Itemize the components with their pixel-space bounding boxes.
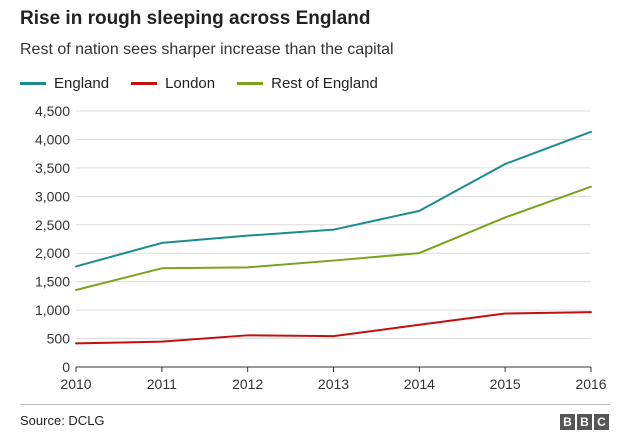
series-line-rest-of-england — [75, 185, 592, 292]
x-tick-label-2012: 2012 — [232, 376, 263, 392]
y-tick-label-4000: 4,000 — [35, 131, 70, 147]
x-tick-label-2011: 2011 — [147, 376, 177, 392]
y-tick-label-3000: 3,000 — [35, 188, 70, 204]
bbc-logo: B B C — [558, 414, 609, 430]
legend-item-england: England — [20, 75, 109, 92]
legend-label-rest-of-england: Rest of England — [271, 75, 378, 92]
x-tick-label-2014: 2014 — [404, 376, 435, 392]
legend: England London Rest of England — [20, 75, 400, 92]
x-tick-label-2010: 2010 — [60, 376, 91, 392]
legend-item-london: London — [131, 75, 215, 92]
series-line-england — [75, 130, 592, 268]
legend-label-london: London — [165, 75, 216, 92]
y-tick-label-4500: 4,500 — [35, 103, 70, 119]
bbc-logo-letter-b2: B — [577, 414, 592, 430]
x-tick-label-2015: 2015 — [490, 376, 521, 392]
footer-divider — [20, 404, 610, 405]
chart-subtitle: Rest of nation sees sharper increase tha… — [20, 41, 394, 58]
y-tick-label-2000: 2,000 — [35, 245, 70, 261]
chart-title: Rise in rough sleeping across England — [20, 8, 371, 29]
series-line-london — [75, 311, 592, 345]
y-tick-label-1500: 1,500 — [35, 274, 70, 290]
x-tick-label-2016: 2016 — [575, 376, 606, 392]
legend-item-rest-of-england: Rest of England — [237, 75, 378, 92]
y-tick-label-2500: 2,500 — [35, 217, 70, 233]
bbc-logo-letter-b1: B — [560, 414, 575, 430]
source-note: Source: DCLG — [20, 413, 105, 428]
y-tick-label-500: 500 — [47, 331, 71, 347]
x-tick-label-2013: 2013 — [318, 376, 349, 392]
bbc-logo-letter-c: C — [594, 414, 609, 430]
y-tick-label-0: 0 — [62, 359, 70, 375]
y-tick-label-1000: 1,000 — [35, 302, 70, 318]
y-tick-label-3500: 3,500 — [35, 160, 70, 176]
legend-label-england: England — [54, 75, 110, 92]
legend-swatch-london — [131, 82, 158, 85]
legend-swatch-rest-of-england — [237, 82, 264, 85]
legend-swatch-england — [20, 82, 46, 85]
